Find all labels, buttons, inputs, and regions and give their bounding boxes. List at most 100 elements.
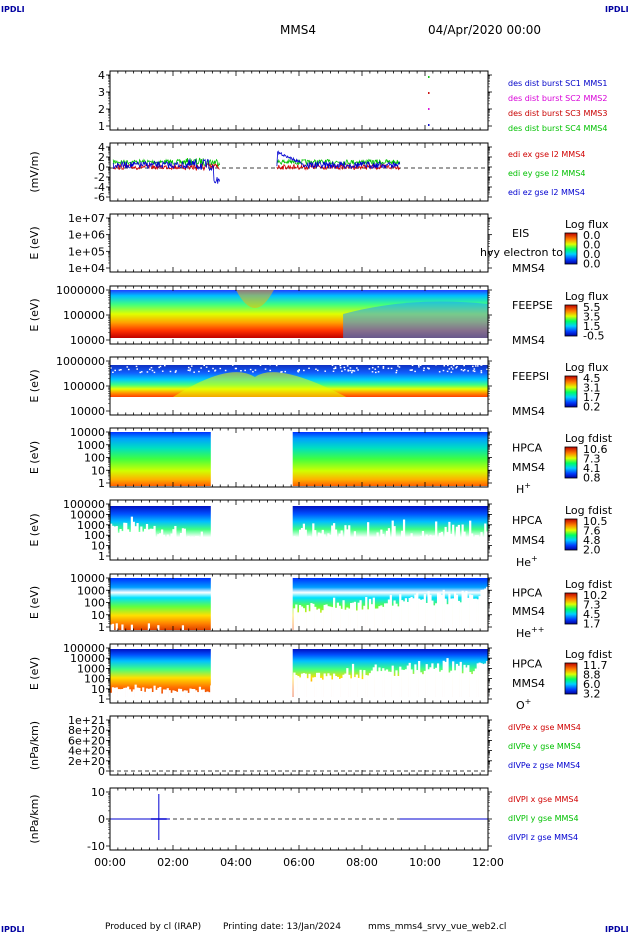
hpca-mask (461, 673, 464, 697)
hpca-mask (187, 536, 190, 558)
hpca-mask (476, 599, 479, 630)
feepsi-speckle (224, 369, 227, 372)
feepsi-speckle (410, 363, 412, 365)
hpca-mask (210, 546, 213, 558)
colorbar-tick: 1.5 (583, 320, 601, 333)
colorbar-tick: 6.0 (583, 678, 601, 691)
hpca-mask (459, 602, 462, 630)
y-tick-label: 0 (98, 813, 105, 826)
colorbar-tick: 0.0 (583, 239, 601, 252)
feepsi-speckle (264, 368, 267, 370)
feepsi-speckle (219, 367, 222, 370)
y-tick-label: 1 (98, 550, 105, 563)
feepsi-speckle (175, 370, 177, 372)
y-axis-label: (nPa/km) (28, 794, 41, 843)
hpca-mask (467, 536, 470, 558)
hpca-mask (414, 594, 417, 630)
panels: 4 3 2 1 des dist burst SC1 MMS1 des dist burs… (28, 69, 613, 853)
hpca-mask (363, 605, 366, 630)
burst-marker (428, 92, 430, 94)
feepsi-speckle (462, 369, 465, 372)
hpca-mask (206, 691, 209, 697)
feepsi-speckle (416, 362, 419, 364)
hpca-mask (297, 612, 300, 630)
hpca-mask (361, 679, 364, 697)
hpca-mask (474, 598, 477, 630)
feepsi-speckle (189, 369, 191, 372)
hpca-mask (470, 674, 474, 697)
edi-series-line (276, 150, 401, 170)
feepsi-speckle (448, 362, 450, 365)
hpca-mask (380, 671, 383, 697)
hpca-mask (317, 532, 321, 558)
feepsi-speckle (254, 362, 257, 364)
hpca-mask (382, 668, 385, 697)
feepsi-speckle (315, 368, 317, 370)
hpca-mask (404, 669, 408, 697)
hpca-mask (459, 661, 462, 697)
hpca-mask (316, 609, 319, 630)
hpca-mask (444, 526, 447, 558)
colorbar-tick: 7.3 (583, 453, 601, 466)
y-tick-label: 1000 (77, 439, 105, 452)
feepsi-speckle (163, 364, 166, 367)
hpca-mask (308, 611, 311, 630)
time-tick-label: 08:00 (346, 856, 378, 869)
colorbar-tick: 4.8 (583, 534, 601, 547)
hpca-mask (476, 535, 479, 558)
hpca-mask (325, 604, 328, 630)
colorbar-tick: 4.5 (583, 608, 601, 621)
y-tick-label: 100 (84, 529, 105, 542)
hpca-mask (431, 600, 434, 630)
hpca-mask (170, 533, 173, 558)
hpca-mask (174, 690, 177, 697)
hpca-mask (418, 660, 421, 697)
hpca-mask (138, 687, 141, 697)
y-tick-label: 0 (98, 161, 105, 174)
hpca-mask (327, 533, 330, 558)
hpca-mask (295, 674, 298, 697)
hpca-mask (412, 598, 415, 630)
hpca-mask (191, 536, 194, 558)
feepsi-speckle (386, 361, 389, 364)
y-tick-label: 1000 (77, 662, 105, 675)
hpca-mask (399, 594, 402, 630)
hpca-mask (187, 692, 190, 697)
hpca-mask (346, 668, 349, 697)
hpca-mask (344, 609, 347, 630)
hpca-mask (389, 539, 392, 558)
y-tick-label: 1 (98, 477, 105, 490)
colorbar (564, 446, 578, 479)
hpca-mask (359, 600, 362, 630)
hpca-mask (465, 590, 468, 630)
feepsi-speckle (346, 365, 349, 367)
feepsi-speckle (200, 367, 202, 369)
hpca-mask (176, 691, 179, 697)
hpca-mask (316, 543, 319, 558)
feepsi-speckle (442, 361, 444, 364)
y-tick-label: 1000000 (56, 284, 105, 297)
y-tick-label: -2 (94, 171, 105, 184)
feepsi-speckle (169, 370, 172, 373)
hpca-mask (470, 533, 474, 558)
feepsi-speckle (463, 369, 466, 371)
hpca-mask (346, 529, 349, 558)
hpca-mask (457, 665, 460, 697)
hpca-mask (480, 663, 483, 697)
feepsi-speckle (318, 361, 321, 363)
hpca-mask (297, 537, 300, 558)
hpca-mask (438, 671, 442, 697)
feepsi-speckle (480, 370, 483, 372)
y-tick-label: 100 (84, 673, 105, 686)
hpca-mask (342, 600, 345, 630)
feepsi-speckle (190, 365, 193, 367)
feepsi-speckle (136, 368, 138, 370)
hpca-mask (387, 528, 391, 558)
hpca-mask (446, 532, 449, 558)
y-tick-label: 1000 (77, 519, 105, 532)
hpca-mask (164, 689, 168, 697)
feepsi-speckle (269, 363, 271, 366)
hpca-mask (408, 598, 411, 630)
y-axis-label: E (eV) (28, 226, 41, 259)
